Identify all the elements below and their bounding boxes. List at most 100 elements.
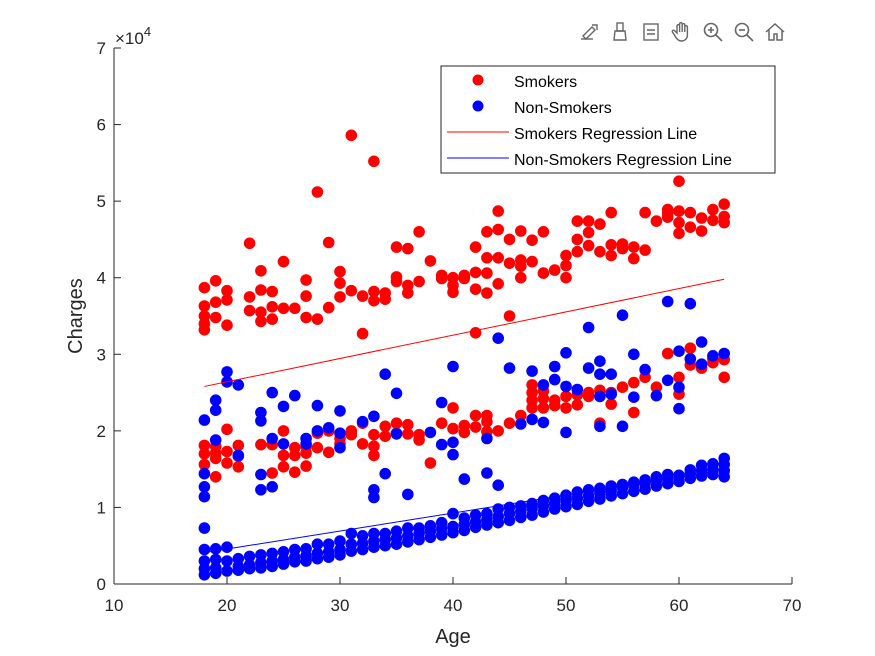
legend-entry-non-smokers: Non-Smokers: [514, 100, 612, 117]
point-non-smokers: [379, 368, 392, 381]
zoom-out-icon[interactable]: [729, 18, 758, 46]
point-non-smokers: [650, 389, 663, 402]
y-exponent-base: ×10: [115, 29, 144, 48]
point-smokers: [605, 206, 617, 219]
point-non-smokers: [277, 438, 290, 450]
point-non-smokers: [379, 467, 392, 480]
point-non-smokers: [300, 438, 312, 450]
point-smokers: [673, 175, 685, 187]
point-smokers: [469, 421, 482, 433]
point-smokers: [616, 242, 629, 255]
point-smokers: [402, 418, 414, 431]
point-non-smokers: [673, 381, 685, 394]
point-smokers: [650, 215, 663, 227]
point-smokers: [571, 399, 584, 411]
export-icon[interactable]: [574, 18, 603, 46]
point-non-smokers: [481, 467, 493, 479]
point-smokers: [571, 215, 584, 227]
point-smokers: [209, 471, 222, 483]
point-non-smokers: [695, 358, 708, 371]
point-non-smokers: [311, 425, 324, 437]
point-non-smokers: [209, 434, 222, 446]
point-smokers: [435, 272, 448, 285]
series-smokers: [198, 129, 730, 483]
point-non-smokers: [221, 565, 233, 577]
point-smokers: [255, 438, 267, 451]
point-non-smokers: [198, 490, 211, 503]
home-icon[interactable]: [760, 18, 789, 46]
point-smokers: [390, 417, 403, 430]
series-non-smokers: [198, 295, 730, 581]
point-smokers: [718, 216, 730, 229]
point-non-smokers: [537, 416, 550, 429]
point-smokers: [198, 448, 211, 460]
line-smokers-regression-line: [204, 278, 725, 387]
point-non-smokers: [605, 490, 617, 502]
point-non-smokers: [300, 555, 312, 567]
y-tick-label: 1: [97, 498, 106, 517]
point-non-smokers: [594, 368, 606, 381]
point-smokers: [458, 272, 471, 285]
point-non-smokers: [209, 543, 222, 555]
brush-icon[interactable]: [605, 18, 634, 46]
point-smokers: [424, 255, 437, 267]
point-smokers: [221, 284, 233, 297]
point-non-smokers: [334, 535, 346, 547]
point-smokers: [311, 186, 324, 198]
point-smokers: [368, 285, 380, 298]
point-smokers: [266, 301, 279, 313]
point-smokers: [198, 458, 211, 471]
point-non-smokers: [695, 336, 708, 348]
axes-toolbar: [574, 18, 789, 46]
point-non-smokers: [503, 514, 516, 527]
zoom-in-icon[interactable]: [698, 18, 727, 46]
point-smokers: [560, 249, 572, 262]
point-smokers: [402, 428, 414, 440]
point-non-smokers: [582, 321, 595, 334]
point-smokers: [311, 313, 324, 325]
point-smokers: [560, 390, 572, 403]
point-smokers: [661, 211, 674, 223]
point-smokers: [322, 446, 335, 459]
point-non-smokers: [368, 541, 380, 553]
point-smokers: [684, 206, 697, 219]
point-smokers: [300, 311, 312, 324]
point-non-smokers: [594, 420, 606, 433]
point-smokers: [526, 234, 538, 246]
point-smokers: [413, 434, 425, 446]
point-non-smokers: [515, 418, 527, 430]
legend-marker-non-smokers: [472, 100, 484, 112]
point-smokers: [277, 425, 290, 437]
point-non-smokers: [209, 394, 222, 407]
point-smokers: [198, 281, 211, 294]
point-non-smokers: [209, 553, 222, 566]
point-non-smokers: [628, 485, 640, 498]
point-smokers: [277, 255, 290, 268]
point-smokers: [413, 275, 425, 288]
point-smokers: [289, 302, 301, 315]
point-smokers: [345, 428, 358, 441]
point-smokers: [356, 438, 369, 450]
y-axis-label: Charges: [65, 278, 87, 354]
point-non-smokers: [311, 538, 324, 550]
point-smokers: [390, 241, 403, 253]
point-smokers: [673, 371, 685, 384]
point-non-smokers: [435, 529, 448, 541]
point-smokers: [334, 277, 346, 289]
point-non-smokers: [684, 353, 697, 365]
point-smokers: [673, 216, 685, 229]
point-non-smokers: [198, 481, 211, 493]
point-non-smokers: [334, 441, 346, 454]
x-tick-label: 50: [557, 596, 576, 615]
pan-hand-icon[interactable]: [667, 18, 696, 46]
datatip-icon[interactable]: [636, 18, 665, 46]
point-non-smokers: [221, 555, 233, 567]
point-non-smokers: [390, 538, 403, 550]
point-smokers: [481, 226, 493, 238]
point-smokers: [334, 265, 346, 278]
point-non-smokers: [356, 415, 369, 428]
point-non-smokers: [221, 366, 233, 378]
point-smokers: [650, 381, 663, 394]
point-non-smokers: [661, 477, 674, 490]
point-smokers: [526, 255, 538, 268]
